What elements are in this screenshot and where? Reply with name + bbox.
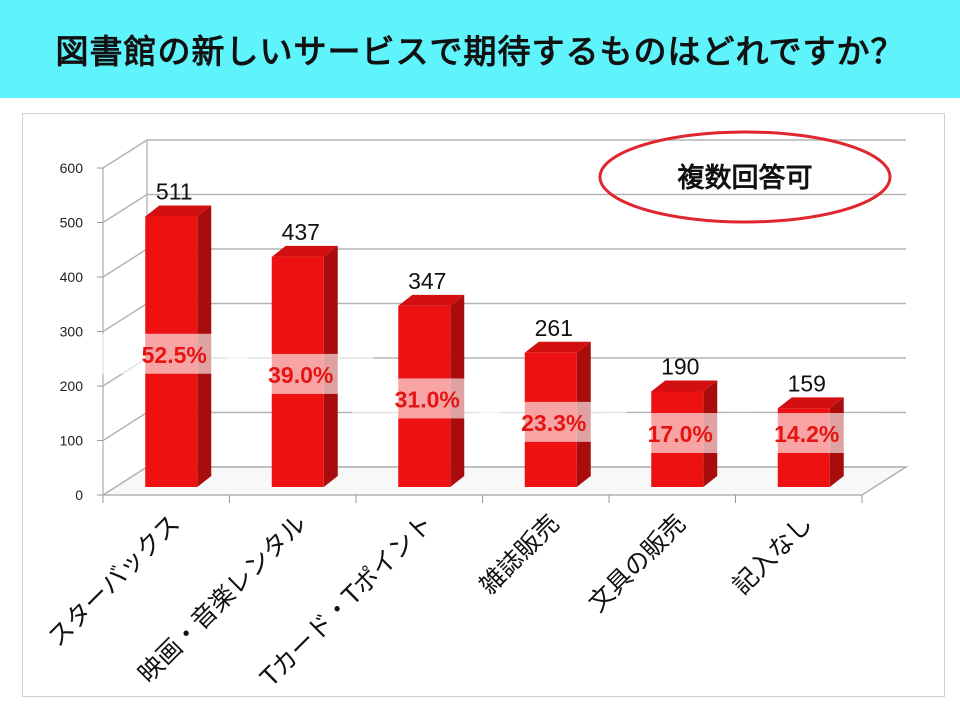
data-label: 190 [661,353,699,379]
y-tick-label: 600 [60,160,84,176]
x-tick-label: 文具の販売 [583,509,692,618]
x-tick-label: 記入なし [727,509,818,600]
bar-top [777,397,844,409]
percent-label-bg [225,353,374,394]
x-tick-label: スターバックス [42,509,186,653]
percent-label: 52.5% [142,342,207,368]
data-label: 159 [788,370,826,396]
y-tick-label: 500 [60,215,84,231]
percent-label-bg [478,401,627,442]
data-label: 511 [156,179,193,205]
percent-label: 17.0% [648,421,713,447]
x-tick-label: 雑誌販売 [474,509,565,600]
bar-top [145,205,212,217]
percent-label: 14.2% [774,421,839,447]
gridline [102,139,906,169]
percent-label: 39.0% [268,362,333,388]
note-ellipse [598,130,892,224]
percent-label: 31.0% [395,386,460,412]
y-tick-label: 200 [60,378,84,394]
page-title: 図書館の新しいサービスで期待するものはどれですか？ [55,32,905,71]
y-tick-label: 0 [75,487,83,503]
bar-top [651,380,718,392]
gridline [102,193,906,224]
note-text: 複数回答可 [678,162,813,194]
percent-label-bg [731,413,880,453]
y-tick-label: 400 [60,269,84,285]
data-label: 437 [282,219,320,245]
data-label: 261 [535,315,573,341]
percent-label-bg [605,413,754,453]
percent-label: 23.3% [521,410,586,436]
data-label: 347 [408,268,446,294]
y-tick-label: 100 [60,433,84,449]
percent-label-bg [352,378,501,419]
bar-top [398,294,465,306]
note-callout: 複数回答可 [598,130,892,224]
bar-top [271,245,338,257]
gridline [102,248,906,278]
chart-frame [22,113,945,697]
percent-label-bg [99,333,248,374]
y-tick-label: 300 [60,324,84,340]
bar-top [524,341,591,353]
gridline [102,302,906,333]
title-bar: 図書館の新しいサービスで期待するものはどれですか？ [0,0,960,98]
